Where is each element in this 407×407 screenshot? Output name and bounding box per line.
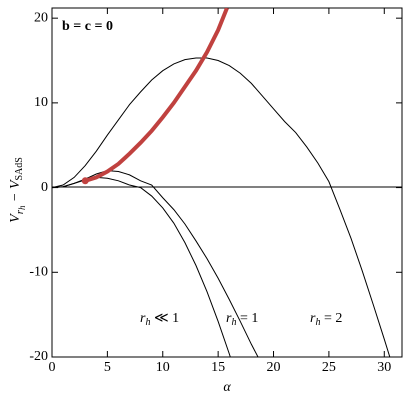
x-tick-label: 15 [211,360,225,375]
x-tick-label: 10 [156,360,170,375]
label-part: h [315,317,320,328]
label-part: h [145,317,150,328]
y-tick-label: -20 [29,349,48,364]
x-tick-label: 30 [377,360,391,375]
frame [51,7,403,358]
label-part: r [310,311,316,326]
label-part: = 2 [320,311,342,326]
y-tick-label: -10 [29,265,48,280]
x-axis-label: α [223,380,231,395]
y-tick-label: 20 [34,10,48,25]
y-tick-label: 10 [34,95,48,110]
series-label: rh ≪ 1 [140,311,179,328]
series-line [52,176,231,357]
x-tick-label: 25 [322,360,336,375]
label-part: r [140,311,146,326]
x-tick-label: 5 [104,360,111,375]
start-point [81,177,89,185]
y-label-part: h [17,205,27,210]
series-label: rh = 2 [310,311,342,328]
label-part: = 1 [236,311,258,326]
label-part: ≪ 1 [150,311,179,326]
y-label-part: r [14,209,26,214]
y-label-part: V [8,213,23,223]
series-line [52,57,391,357]
label-part: r [226,311,232,326]
x-tick-label: 20 [267,360,281,375]
series-line [52,170,259,357]
y-label-part: − V [8,179,23,205]
y-tick-label: 0 [41,180,48,195]
label-part: h [231,317,236,328]
series-line [84,8,229,183]
y-label-part: SAdS [14,157,25,180]
y-axis-label: Vrh − VSAdS [8,157,27,223]
annotation: b = c = 0 [62,19,113,34]
series-label: rh = 1 [226,311,258,328]
x-tick-label: 0 [49,360,56,375]
